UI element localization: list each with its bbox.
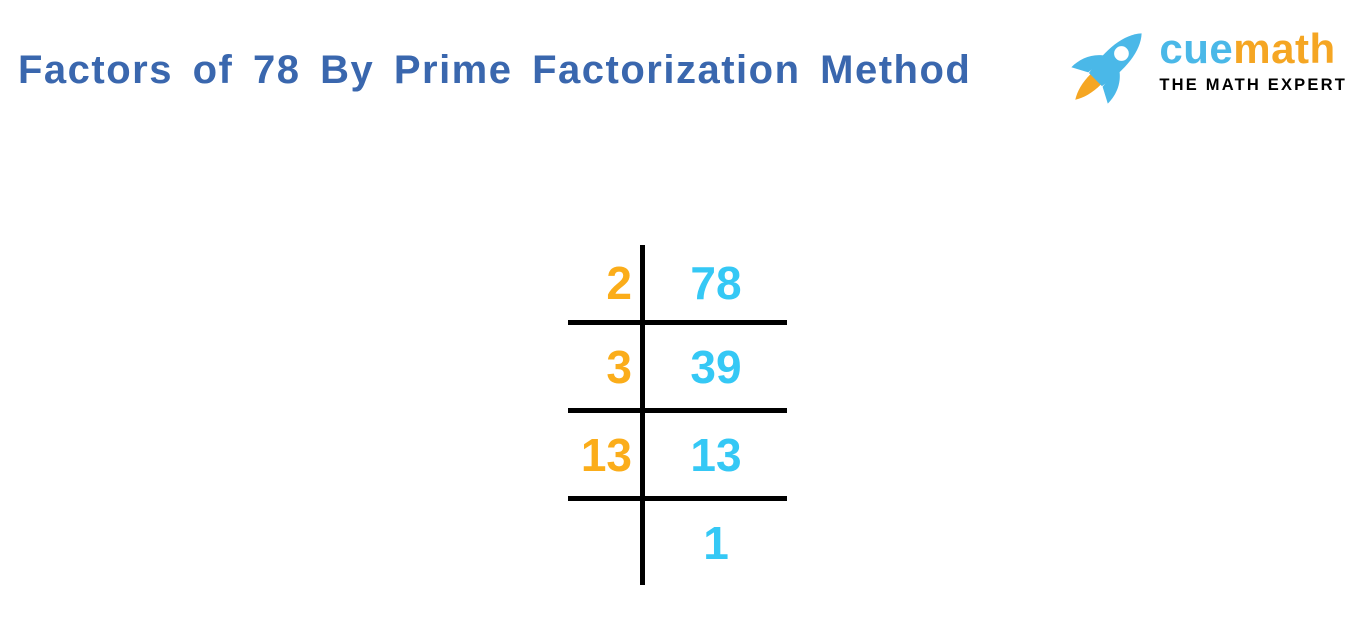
rocket-icon [1067,14,1159,110]
brand-math: math [1233,25,1336,72]
cuemath-logo: cuemath THE MATH EXPERT [1067,14,1347,110]
ladder-row: 3 39 [568,325,787,413]
brand-cue: cue [1159,25,1234,72]
ladder-vertical-line [640,245,645,585]
brand-wordmark: cuemath [1159,28,1347,70]
ladder-divisor: 13 [580,428,632,481]
ladder-quotient: 39 [690,340,742,393]
ladder-divisor: 2 [606,256,632,309]
ladder-row: 13 13 [568,413,787,501]
brand-tagline: THE MATH EXPERT [1159,76,1347,94]
ladder-divisor: 3 [606,340,632,393]
ladder-quotient: 78 [690,256,742,309]
ladder-quotient: 1 [703,517,729,569]
prime-factorization-ladder: 2 78 3 39 13 13 1 [568,245,787,585]
page-title: Factors of 78 By Prime Factorization Met… [18,48,972,92]
logo-text: cuemath THE MATH EXPERT [1159,14,1347,95]
ladder-rows: 2 78 3 39 13 13 1 [568,245,787,585]
ladder-row: 2 78 [568,245,787,325]
ladder-row: 1 [568,501,787,585]
ladder-quotient: 13 [690,428,742,481]
